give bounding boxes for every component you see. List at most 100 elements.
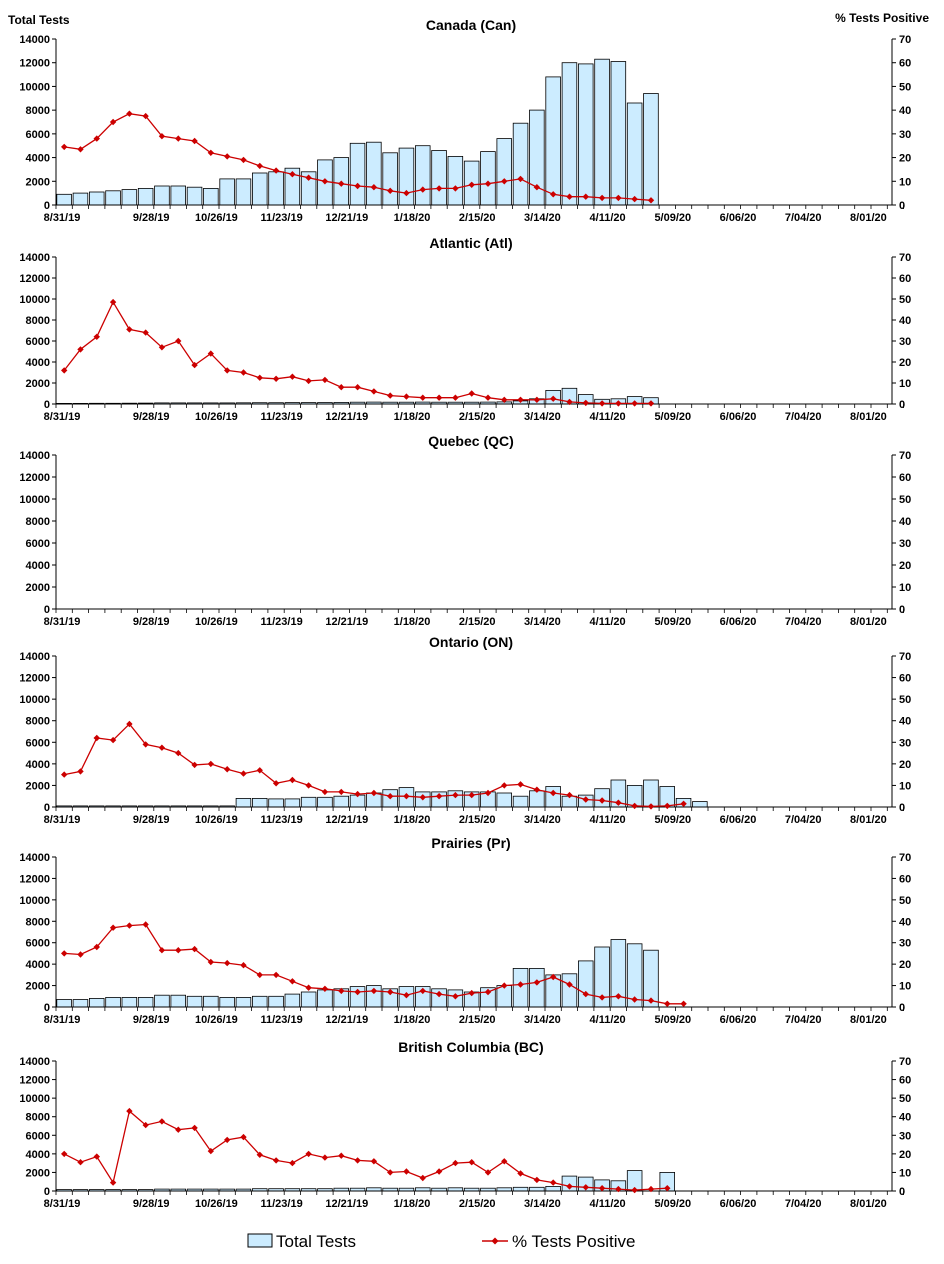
panel-title: Quebec (QC) bbox=[428, 433, 514, 449]
y-right-tick-label: 0 bbox=[899, 1186, 905, 1198]
x-tick-label: 7/04/20 bbox=[785, 1198, 822, 1210]
line-point bbox=[175, 947, 182, 954]
line-point bbox=[533, 396, 541, 403]
line-point bbox=[419, 394, 426, 401]
line-point bbox=[224, 1136, 231, 1144]
y-right-tick-label: 30 bbox=[899, 336, 911, 348]
y-right-tick-label: 0 bbox=[899, 399, 905, 411]
y-right-tick-label: 60 bbox=[899, 673, 911, 685]
line-point bbox=[484, 394, 492, 401]
line-point bbox=[517, 175, 524, 183]
line-point bbox=[419, 186, 426, 193]
x-tick-label: 2/15/20 bbox=[459, 814, 496, 826]
line-point bbox=[240, 962, 247, 969]
line-point bbox=[321, 788, 329, 796]
line-point bbox=[501, 178, 508, 185]
line-point bbox=[158, 947, 166, 954]
y-left-tick-label: 2000 bbox=[26, 780, 50, 792]
line-point bbox=[272, 167, 280, 174]
line-point bbox=[484, 789, 492, 797]
x-tick-label: 8/31/19 bbox=[44, 411, 81, 423]
y-right-tick-label: 50 bbox=[899, 81, 911, 93]
line-point bbox=[517, 396, 524, 403]
line-point bbox=[272, 375, 280, 382]
line-point bbox=[191, 761, 198, 769]
line-point bbox=[175, 135, 182, 142]
line-point bbox=[403, 393, 410, 400]
bar bbox=[382, 152, 398, 206]
x-tick-label: 8/31/19 bbox=[44, 616, 81, 628]
line-point bbox=[61, 950, 68, 957]
bar bbox=[284, 993, 301, 1008]
y-right-tick-label: 60 bbox=[899, 472, 911, 484]
bar bbox=[512, 968, 529, 1008]
y-left-tick-label: 10000 bbox=[19, 494, 50, 506]
y-right-tick-label: 20 bbox=[899, 1149, 911, 1161]
line-point bbox=[256, 1151, 263, 1158]
line-point bbox=[321, 376, 329, 384]
line-point bbox=[598, 194, 606, 202]
y-right-tick-label: 50 bbox=[899, 294, 911, 306]
line-point bbox=[272, 780, 280, 787]
bar bbox=[300, 991, 317, 1008]
line-point bbox=[517, 981, 524, 988]
y-left-tick-label: 0 bbox=[44, 604, 50, 616]
bar bbox=[121, 189, 138, 206]
line-point bbox=[435, 1168, 443, 1175]
bar bbox=[317, 796, 333, 808]
line-point bbox=[158, 344, 166, 351]
line-point bbox=[61, 1150, 68, 1158]
line-point bbox=[175, 1126, 182, 1133]
line-point bbox=[468, 1159, 475, 1166]
y-left-tick-label: 2000 bbox=[26, 1167, 50, 1179]
x-tick-label: 10/26/19 bbox=[195, 616, 238, 628]
y-right-tick-label: 0 bbox=[899, 604, 905, 616]
y-right-tick-label: 60 bbox=[899, 873, 911, 885]
line-point bbox=[289, 776, 296, 784]
bar bbox=[235, 798, 252, 808]
x-tick-label: 12/21/19 bbox=[325, 814, 368, 826]
line-point bbox=[93, 943, 100, 951]
line-point bbox=[435, 185, 443, 192]
line-point bbox=[126, 922, 133, 929]
y-right-tick-label: 0 bbox=[899, 1002, 905, 1014]
line-point bbox=[452, 394, 459, 401]
x-tick-label: 3/14/20 bbox=[524, 411, 561, 423]
line-point bbox=[452, 185, 459, 192]
x-tick-label: 11/23/19 bbox=[260, 616, 302, 628]
x-tick-label: 8/01/20 bbox=[850, 411, 887, 423]
bar bbox=[154, 994, 170, 1008]
line-point bbox=[256, 374, 263, 381]
x-tick-label: 10/26/19 bbox=[195, 411, 238, 423]
bar bbox=[170, 994, 186, 1008]
bar bbox=[105, 190, 121, 206]
bar bbox=[610, 61, 627, 206]
x-tick-label: 2/15/20 bbox=[459, 411, 496, 423]
y-left-tick-label: 4000 bbox=[26, 153, 50, 165]
y-left-tick-label: 0 bbox=[44, 200, 50, 212]
legend-line-marker bbox=[491, 1237, 499, 1245]
y-right-tick-label: 0 bbox=[899, 200, 905, 212]
line-point bbox=[582, 193, 589, 200]
x-tick-label: 7/04/20 bbox=[785, 411, 822, 423]
y-right-tick-label: 40 bbox=[899, 716, 911, 728]
bar bbox=[480, 151, 496, 206]
line-point bbox=[664, 1185, 671, 1192]
line-point bbox=[598, 994, 606, 1001]
bar bbox=[594, 58, 610, 206]
line-point bbox=[452, 993, 459, 1000]
y-left-tick-label: 12000 bbox=[19, 273, 50, 285]
x-tick-label: 4/11/20 bbox=[590, 814, 626, 826]
line-point bbox=[452, 791, 459, 799]
bar bbox=[284, 798, 301, 808]
line-point bbox=[289, 1159, 296, 1167]
line-point bbox=[338, 987, 345, 995]
y-right-tick-label: 30 bbox=[899, 538, 911, 550]
x-tick-label: 9/28/19 bbox=[133, 1198, 170, 1210]
line-point bbox=[224, 959, 231, 967]
line-point bbox=[256, 767, 263, 774]
line-point bbox=[61, 367, 68, 374]
line-point bbox=[354, 182, 361, 190]
line-point bbox=[566, 791, 573, 799]
line-point bbox=[647, 1185, 655, 1193]
